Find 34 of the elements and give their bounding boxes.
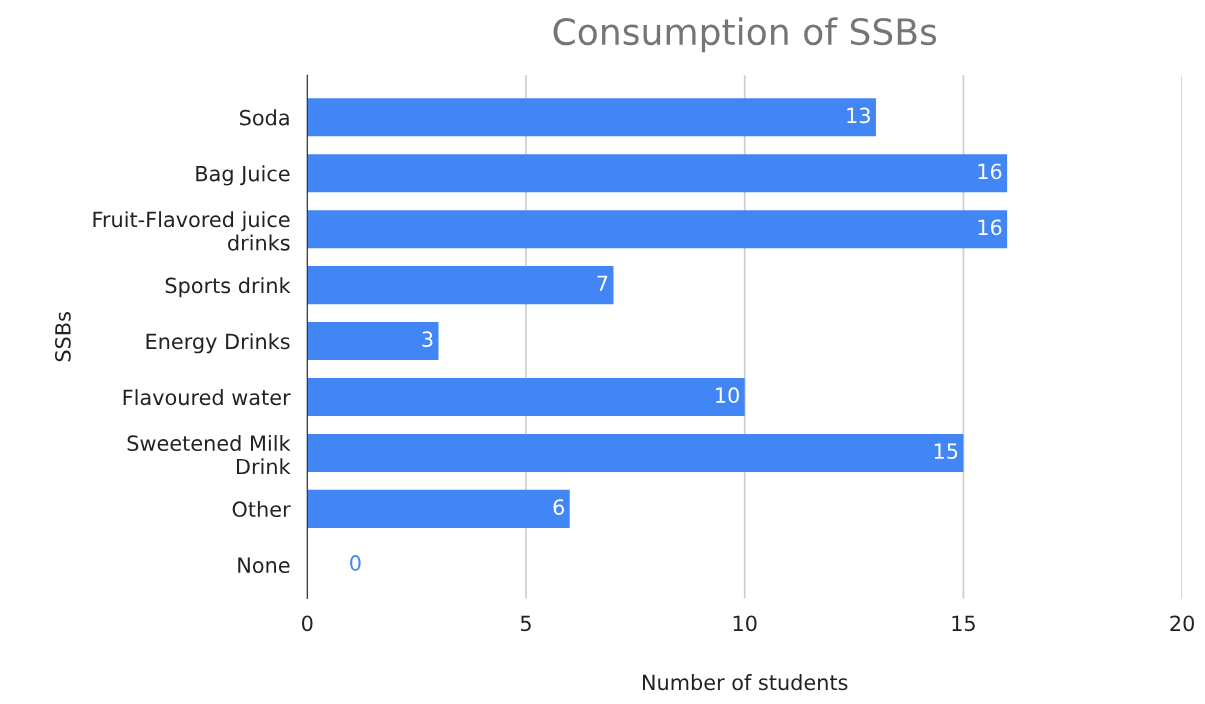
y-tick-label: Sports drink	[165, 277, 291, 298]
chart-title: Consumption of SSBs	[553, 17, 937, 53]
data-label: 13	[847, 107, 870, 124]
y-tick-label: Other	[232, 500, 291, 518]
data-label: 0	[350, 555, 361, 571]
y-tick-label: Soda	[240, 109, 289, 126]
bar	[307, 98, 876, 137]
data-label: 6	[553, 499, 565, 515]
bar	[307, 377, 745, 417]
bar	[307, 489, 570, 528]
data-label: 16	[978, 219, 1002, 236]
x-tick-label: 20	[1170, 615, 1194, 632]
data-label: 15	[934, 443, 958, 459]
data-label: 3	[422, 331, 433, 348]
bar	[307, 322, 439, 361]
bar	[307, 154, 1008, 193]
bar	[307, 210, 1008, 249]
data-label: 16	[978, 163, 1002, 180]
bar	[307, 266, 614, 305]
y-tick-label: Fruit-Flavored juice drinks	[93, 211, 290, 251]
y-tick-label: Bag Juice	[196, 165, 290, 186]
x-axis-title: Number of students	[642, 674, 848, 691]
bar	[307, 433, 964, 472]
data-label: 7	[597, 275, 608, 291]
y-axis-title: SSBs	[55, 312, 71, 362]
x-tick-label: 15	[952, 615, 975, 632]
data-label: 10	[716, 387, 739, 404]
y-tick-label: Flavoured water	[123, 389, 291, 406]
x-tick-label: 10	[733, 615, 757, 632]
y-tick-label: None	[238, 557, 290, 574]
y-tick-label: Energy Drinks	[146, 333, 290, 354]
x-tick-label: 0	[302, 615, 313, 632]
y-tick-label: Sweetened Milk Drink	[127, 434, 291, 475]
x-tick-label: 5	[520, 615, 531, 632]
